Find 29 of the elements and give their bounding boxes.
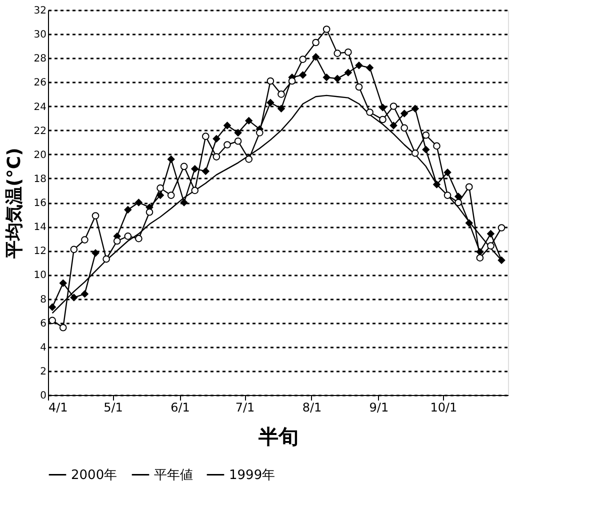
y-tick-label: 0 [40, 390, 46, 402]
y-tick-label: 16 [34, 198, 46, 209]
y-tick-label: 18 [34, 174, 46, 185]
x-tick-label: 6/1 [170, 400, 190, 414]
x-tick-label: 5/1 [104, 400, 123, 414]
legend-label: 2000年 [71, 468, 118, 483]
y-tick-label: 26 [34, 78, 46, 89]
legend-label: 1999年 [229, 468, 276, 483]
y-tick-label: 22 [34, 126, 46, 137]
y-axis-title: 平均気温(°C) [4, 148, 25, 260]
y-tick-label: 12 [34, 246, 46, 258]
x-tick-label: 4/1 [48, 400, 68, 414]
legend-label: 平年値 [154, 468, 193, 483]
x-axis-title: 半旬 [258, 424, 298, 448]
y-tick-label: 4 [40, 342, 46, 354]
y-tick-label: 8 [40, 294, 46, 306]
y-tick-label: 32 [34, 6, 46, 16]
y-tick-label: 14 [34, 222, 46, 234]
x-tick-label: 10/1 [430, 400, 458, 414]
y-tick-label: 2 [40, 366, 46, 378]
y-tick-label: 20 [34, 150, 46, 161]
y-tick-label: 24 [34, 102, 46, 113]
y-tick-label: 6 [40, 318, 46, 330]
x-tick-label: 8/1 [302, 400, 322, 414]
y-tick-label: 30 [34, 30, 46, 41]
x-tick-label: 7/1 [235, 400, 255, 414]
y-tick-label: 10 [34, 270, 46, 282]
y-tick-label: 28 [34, 54, 46, 65]
x-tick-label: 9/1 [369, 400, 389, 414]
